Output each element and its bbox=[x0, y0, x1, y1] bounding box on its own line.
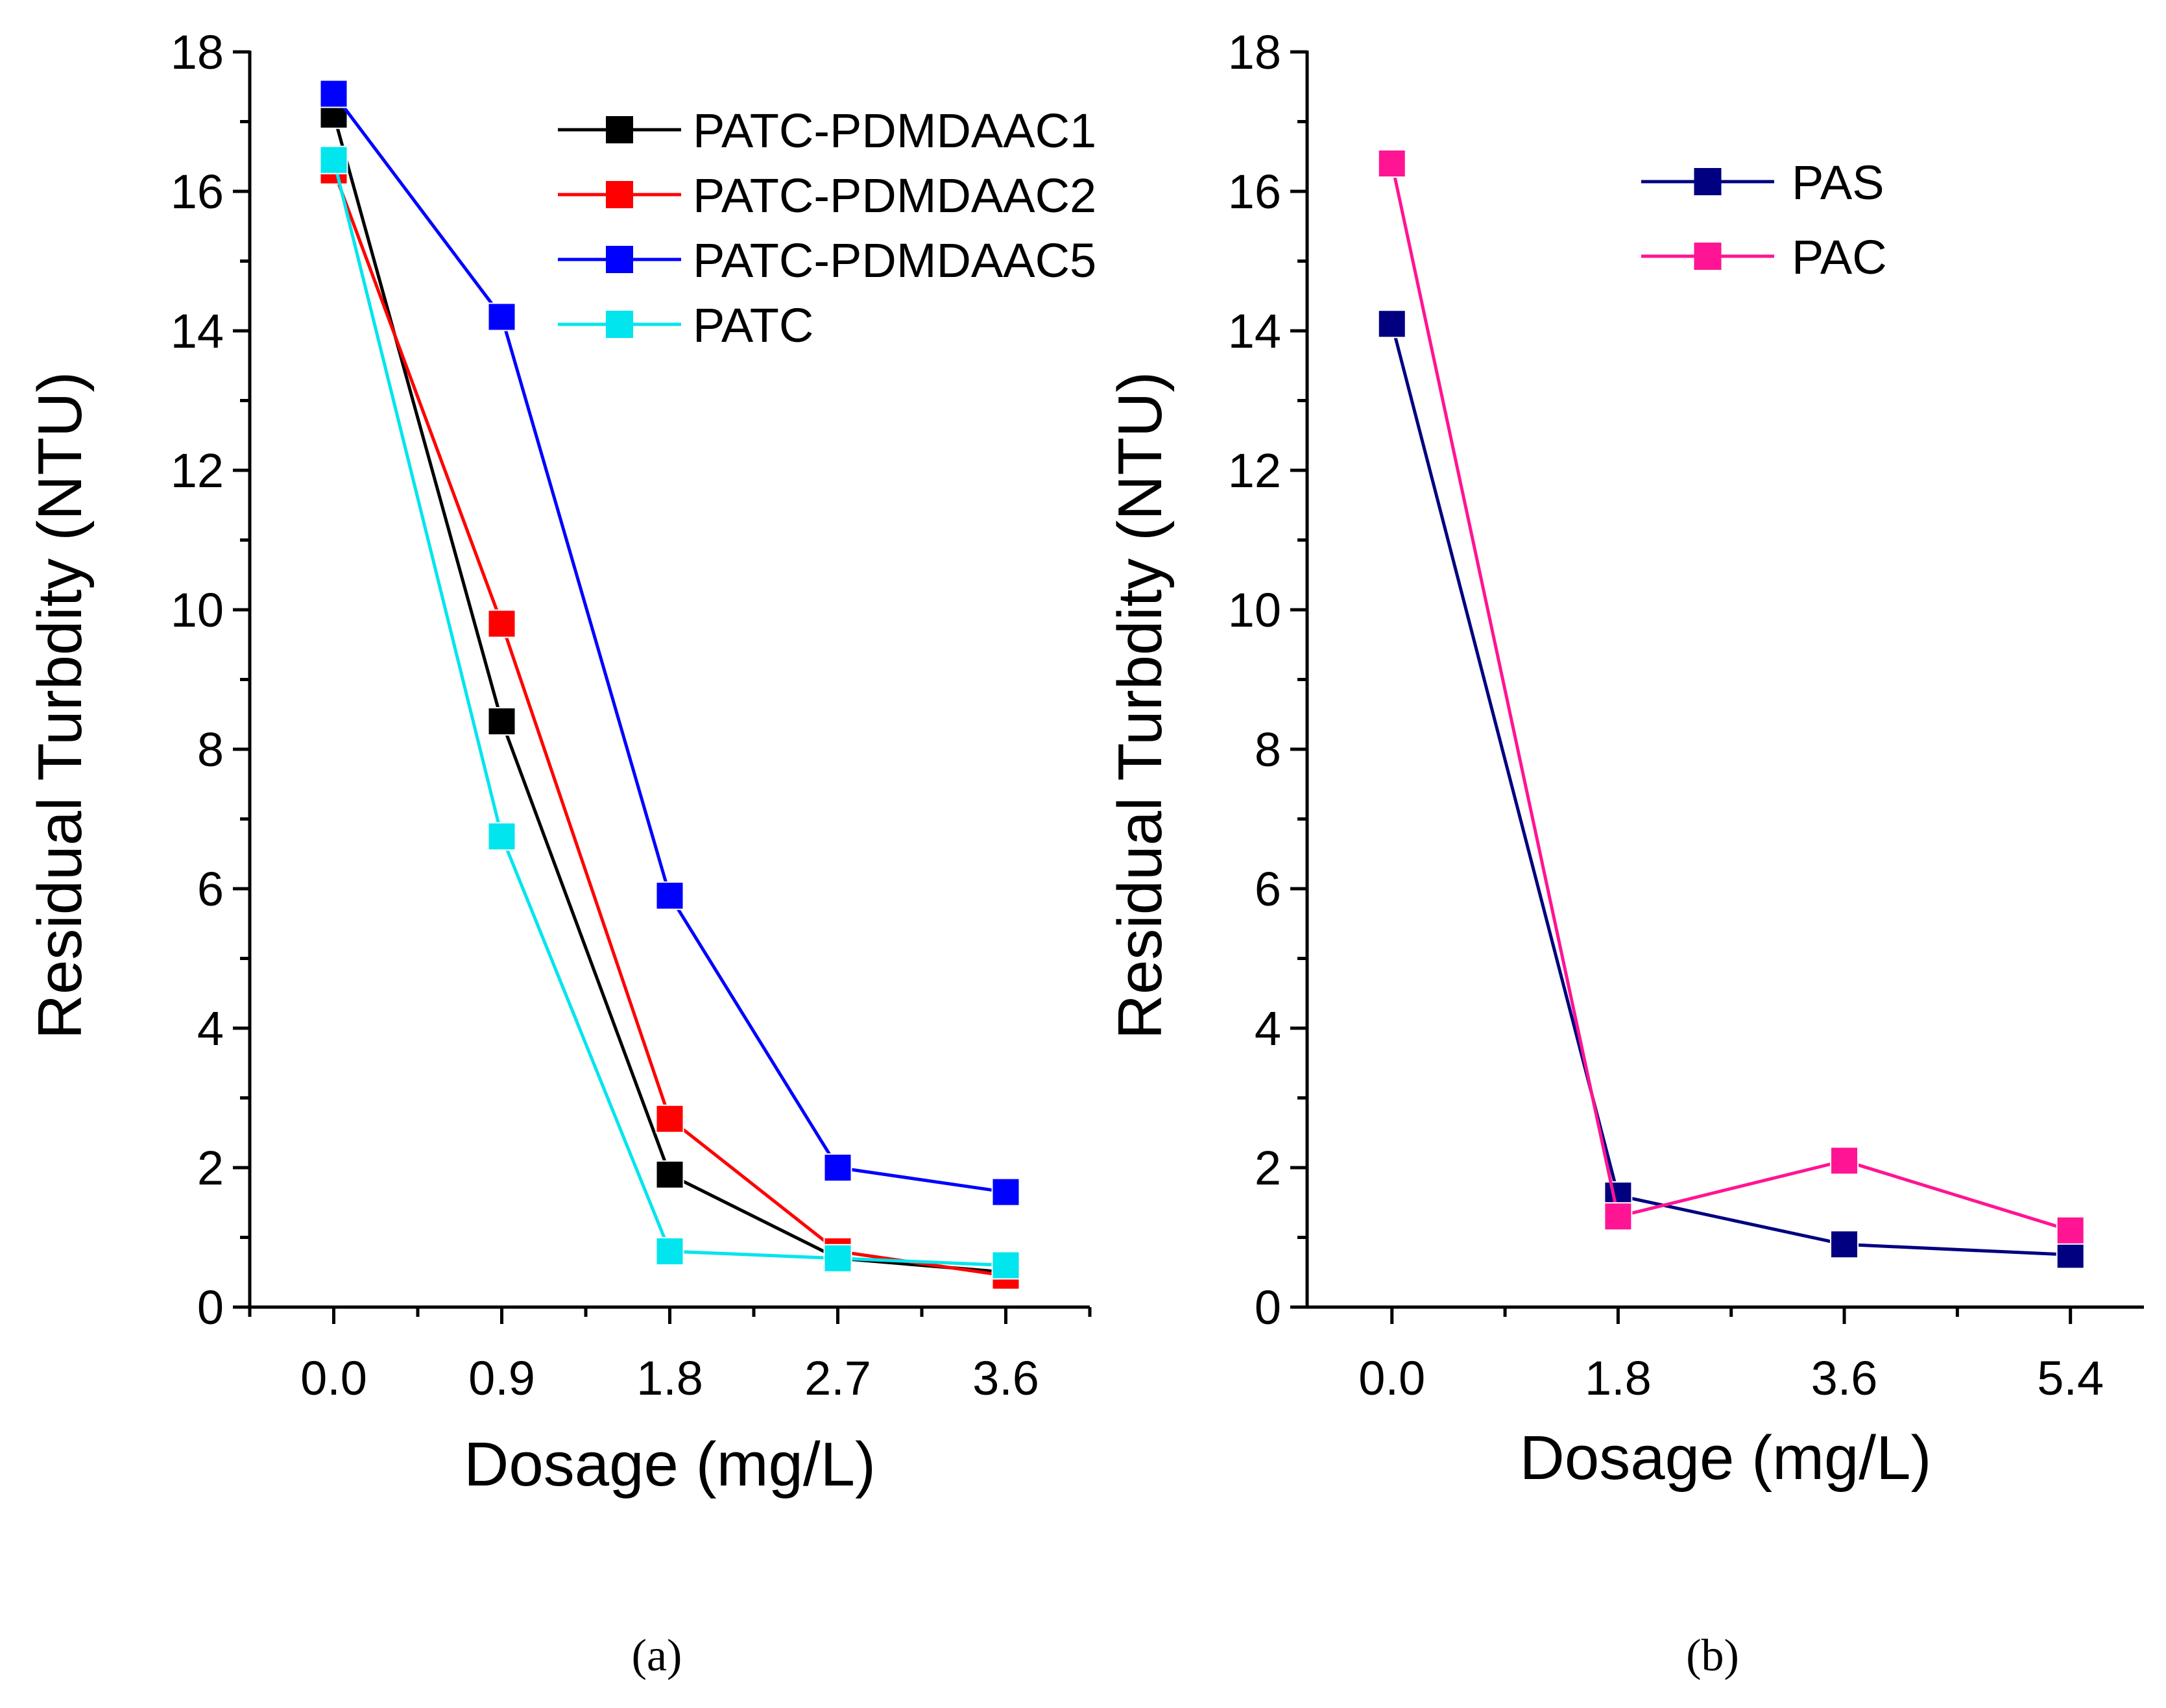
y-tick-label: 12 bbox=[171, 444, 224, 498]
y-tick-label: 14 bbox=[171, 304, 224, 358]
y-tick-label: 16 bbox=[1228, 165, 1281, 219]
data-point-pac bbox=[2056, 1216, 2085, 1245]
legend-marker-patc-pdmdaac1 bbox=[606, 116, 633, 143]
data-point-patc bbox=[991, 1251, 1020, 1280]
legend-marker-pas bbox=[1694, 168, 1722, 195]
data-point-patc-pdmdaac2 bbox=[655, 1104, 684, 1133]
y-tick-label: 12 bbox=[1228, 444, 1281, 498]
legend-label-patc-pdmdaac1: PATC-PDMDAAC1 bbox=[693, 104, 1096, 158]
data-point-pac bbox=[1604, 1202, 1633, 1231]
data-point-patc-pdmdaac1 bbox=[655, 1160, 684, 1189]
y-axis-title: Residual Turbdity (NTU) bbox=[1105, 372, 1175, 1040]
legend-label-patc-pdmdaac2: PATC-PDMDAAC2 bbox=[693, 169, 1096, 223]
x-tick-label: 1.8 bbox=[636, 1351, 703, 1405]
x-tick-label: 1.8 bbox=[1585, 1351, 1652, 1405]
data-point-patc-pdmdaac1 bbox=[487, 707, 516, 736]
data-point-pac bbox=[1377, 149, 1406, 178]
series-line-pas bbox=[1390, 323, 2071, 1257]
y-tick-label: 0 bbox=[1255, 1281, 1281, 1334]
data-point-pas bbox=[1830, 1230, 1859, 1259]
data-point-patc bbox=[655, 1237, 684, 1266]
x-tick-label: 0.0 bbox=[1358, 1351, 1425, 1405]
legend-marker-patc-pdmdaac5 bbox=[606, 246, 633, 273]
y-tick-label: 4 bbox=[197, 1002, 224, 1055]
y-tick-label: 18 bbox=[171, 25, 224, 79]
data-point-patc-pdmdaac5 bbox=[991, 1177, 1020, 1207]
y-tick-label: 0 bbox=[197, 1281, 224, 1334]
data-point-pac bbox=[1830, 1146, 1859, 1175]
panel-label: (a) bbox=[632, 1631, 682, 1681]
x-tick-label: 2.7 bbox=[804, 1351, 871, 1405]
data-point-pas bbox=[2056, 1240, 2085, 1269]
y-axis-title: Residual Turbdity (NTU) bbox=[25, 372, 95, 1040]
data-point-patc-pdmdaac5 bbox=[655, 881, 684, 910]
x-tick-label: 0.9 bbox=[468, 1351, 535, 1405]
series-line-patc-pdmdaac1 bbox=[332, 114, 1006, 1274]
data-point-patc-pdmdaac2 bbox=[487, 609, 516, 638]
y-tick-label: 16 bbox=[171, 165, 224, 219]
legend-label-patc-pdmdaac5: PATC-PDMDAAC5 bbox=[693, 234, 1096, 287]
y-tick-label: 6 bbox=[1255, 862, 1281, 916]
x-tick-label: 3.6 bbox=[1811, 1351, 1878, 1405]
y-tick-label: 2 bbox=[1255, 1141, 1281, 1195]
data-point-patc-pdmdaac5 bbox=[487, 302, 516, 331]
legend-label-pac: PAC bbox=[1792, 230, 1887, 284]
x-axis-title: Dosage (mg/L) bbox=[1520, 1423, 1932, 1493]
x-tick-label: 3.6 bbox=[972, 1351, 1039, 1405]
series-line-pac bbox=[1390, 163, 2071, 1233]
panel-label: (b) bbox=[1686, 1631, 1739, 1681]
x-tick-label: 0.0 bbox=[300, 1351, 367, 1405]
legend: PAS PAC bbox=[1641, 156, 1887, 284]
legend-marker-pac bbox=[1694, 243, 1722, 270]
y-tick-label: 10 bbox=[171, 583, 224, 637]
chart-panel-a: 0 2 4 6 8 10 12 14 16 18 0.0 0.9 1.8 2.7 3.6 Dosage (mg… bbox=[25, 25, 1096, 1681]
y-tick-label: 14 bbox=[1228, 304, 1281, 358]
y-tick-label: 8 bbox=[1255, 723, 1281, 776]
y-tick-label: 8 bbox=[197, 723, 224, 776]
data-point-patc bbox=[319, 145, 348, 174]
data-point-patc bbox=[823, 1244, 852, 1273]
data-point-patc-pdmdaac5 bbox=[823, 1153, 852, 1182]
y-tick-label: 4 bbox=[1255, 1002, 1281, 1055]
legend-marker-patc bbox=[606, 311, 633, 338]
data-point-patc bbox=[487, 822, 516, 851]
legend-label-patc: PATC bbox=[693, 298, 813, 352]
data-point-patc-pdmdaac5 bbox=[319, 79, 348, 108]
y-tick-label: 6 bbox=[197, 862, 224, 916]
x-axis-title: Dosage (mg/L) bbox=[464, 1430, 876, 1499]
legend-marker-patc-pdmdaac2 bbox=[606, 181, 633, 208]
x-tick-label: 5.4 bbox=[2037, 1351, 2104, 1405]
legend-label-pas: PAS bbox=[1792, 156, 1884, 210]
y-tick-label: 10 bbox=[1228, 583, 1281, 637]
y-tick-label: 2 bbox=[197, 1141, 224, 1195]
chart-panel-b: 0 2 4 6 8 10 12 14 16 18 0.0 1.8 3.6 5.4 Dosage (mg/L)… bbox=[1105, 25, 2144, 1681]
data-point-pas bbox=[1377, 309, 1406, 339]
legend: PATC-PDMDAAC1 PATC-PDMDAAC2 PATC-PDMDAAC5 P… bbox=[558, 104, 1096, 352]
y-tick-label: 18 bbox=[1228, 25, 1281, 79]
